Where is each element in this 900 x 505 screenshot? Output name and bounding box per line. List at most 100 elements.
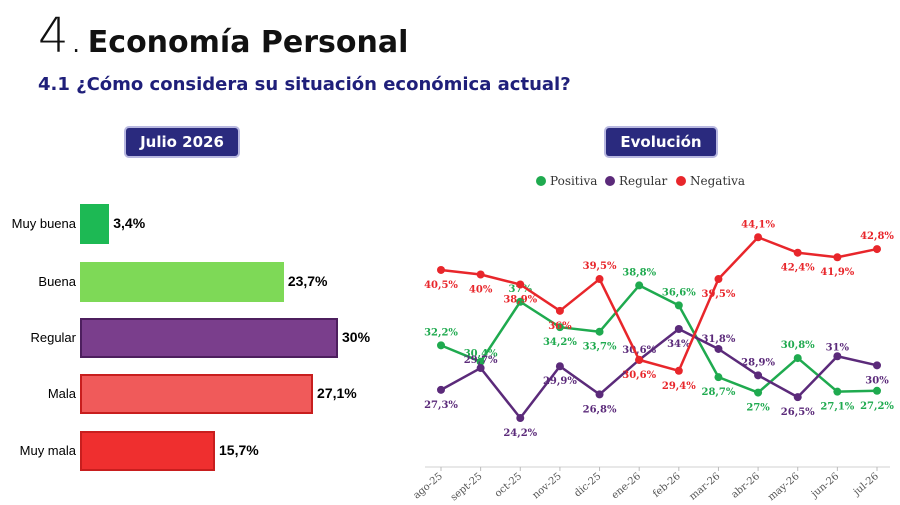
data-label: 29,7% <box>464 355 498 366</box>
section-title: Economía Personal <box>87 25 409 60</box>
data-label: 29,9% <box>543 376 577 387</box>
series-line <box>440 284 878 394</box>
legend-label: Positiva <box>550 174 597 188</box>
data-point <box>793 248 802 257</box>
series-line <box>440 236 878 373</box>
data-point <box>595 327 604 336</box>
data-point <box>674 366 683 375</box>
data-point <box>476 357 485 366</box>
data-point <box>833 352 842 361</box>
data-label: 27,1% <box>820 402 854 413</box>
data-label: 39,5% <box>702 289 736 300</box>
x-tick-label: may-26 <box>766 471 802 503</box>
data-point <box>873 361 881 370</box>
x-tick-label: jul-26 <box>851 471 881 499</box>
data-point <box>635 281 644 290</box>
series-line <box>440 327 878 420</box>
data-point <box>516 414 525 423</box>
bar-value-label: 23,7% <box>287 273 328 289</box>
data-label: 36,6% <box>662 287 696 298</box>
bar-category-label: Mala <box>47 386 76 401</box>
legend-marker <box>536 176 546 186</box>
x-tick-label: dic-25 <box>572 471 603 500</box>
data-point <box>714 373 723 382</box>
data-point <box>437 341 445 350</box>
x-tick-label: nov-25 <box>531 471 564 501</box>
data-label: 30,6% <box>622 345 656 356</box>
legend-marker <box>605 176 615 186</box>
data-point <box>674 325 683 333</box>
bar <box>80 374 314 414</box>
data-point <box>793 393 802 402</box>
data-label: 30% <box>865 375 889 386</box>
data-label: 36% <box>548 321 572 332</box>
data-label: 24,2% <box>503 428 537 439</box>
x-tick-label: ene-26 <box>610 471 643 502</box>
bar-category-label: Regular <box>30 330 76 345</box>
section-number: 4. <box>38 8 84 64</box>
data-label: 30,8% <box>781 340 815 351</box>
data-label: 40,5% <box>424 280 458 291</box>
data-label: 26,8% <box>583 404 617 415</box>
data-point <box>674 301 683 310</box>
data-label: 34,2% <box>543 337 577 348</box>
bar-category-label: Buena <box>38 274 76 289</box>
bar-value-label: 30% <box>342 329 371 345</box>
data-point <box>595 275 604 284</box>
data-label: 26,5% <box>781 407 815 418</box>
data-label: 32,2% <box>424 327 458 338</box>
bar-chart-title-pill: Julio 2026 <box>126 128 238 156</box>
bar-value-label: 27,1% <box>317 385 357 401</box>
bar <box>80 318 338 358</box>
data-label: 28,7% <box>702 387 736 398</box>
data-label: 28,9% <box>741 357 775 368</box>
data-label: 27,3% <box>424 400 458 411</box>
legend-label: Negativa <box>690 174 745 188</box>
data-label: 33,7% <box>583 342 617 353</box>
data-label: 40% <box>469 285 493 296</box>
data-point <box>635 355 644 364</box>
data-point <box>555 323 564 332</box>
x-tick-label: feb-26 <box>651 471 683 500</box>
x-tick-label: ago-25 <box>411 471 444 502</box>
data-point <box>635 355 644 364</box>
data-point <box>555 362 564 371</box>
question-title: 4.1 ¿Cómo considera su situación económi… <box>38 74 571 95</box>
data-point <box>476 270 485 279</box>
data-point <box>476 364 485 373</box>
data-label: 30,4% <box>464 349 498 360</box>
bar-value-label: 15,7% <box>219 442 259 458</box>
x-tick-label: mar-26 <box>687 471 722 503</box>
data-point <box>754 371 763 380</box>
data-label: 27,2% <box>860 401 894 412</box>
data-point <box>754 388 763 397</box>
data-label: 31,8% <box>702 334 736 345</box>
data-point <box>714 344 723 353</box>
data-label: 34% <box>667 339 691 350</box>
data-label: 38,8% <box>622 267 656 278</box>
bar-category-label: Muy mala <box>19 443 76 458</box>
data-label: 31% <box>826 342 850 353</box>
data-label: 44,1% <box>741 219 775 230</box>
data-label: 38,9% <box>503 294 537 305</box>
data-label: 42,4% <box>781 263 815 274</box>
legend-label: Regular <box>619 174 668 188</box>
x-tick-label: jun-26 <box>809 471 841 501</box>
legend-marker <box>676 176 686 186</box>
x-tick-label: sept-25 <box>449 471 485 504</box>
data-point <box>833 253 842 262</box>
data-point <box>873 386 881 395</box>
data-point <box>754 233 763 242</box>
data-label: 27% <box>746 403 770 414</box>
section-heading: 4. Economía Personal <box>38 8 408 64</box>
data-point <box>873 245 881 254</box>
data-label: 37% <box>509 284 533 295</box>
bar-value-label: 3,4% <box>113 215 146 231</box>
data-point <box>833 387 842 396</box>
line-chart-title-pill: Evolución <box>606 128 716 156</box>
data-point <box>516 280 525 289</box>
data-point <box>437 385 445 394</box>
data-point <box>516 297 525 306</box>
data-label: 41,9% <box>820 267 854 278</box>
data-label: 39,5% <box>583 261 617 272</box>
